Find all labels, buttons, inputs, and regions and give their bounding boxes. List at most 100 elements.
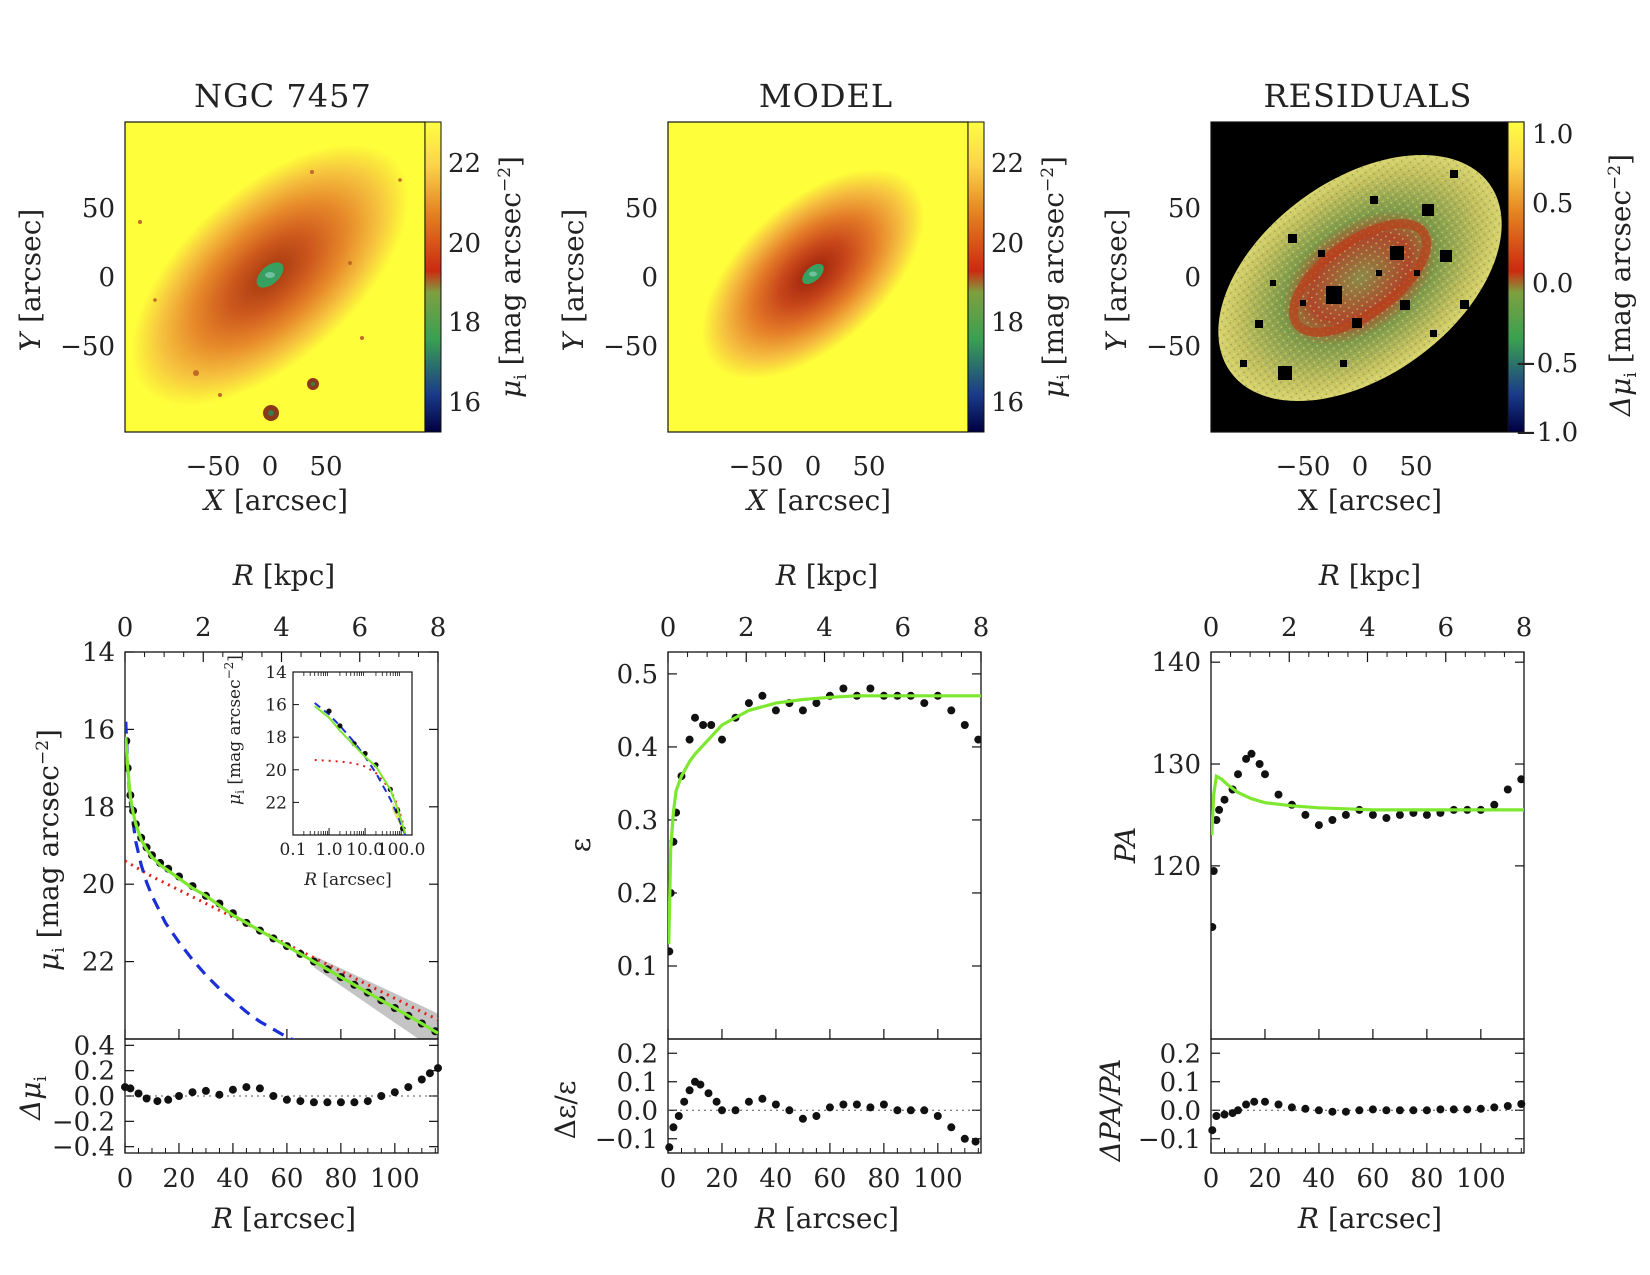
p3-res-point (1368, 1105, 1377, 1114)
p2-point (974, 735, 981, 744)
inset-line-dashed (314, 702, 407, 836)
p2-arc-tick-label: 60 (813, 1164, 846, 1194)
inset-point (326, 708, 332, 714)
p3-series-points (1211, 749, 1524, 931)
p2-kpc-tick-label: 8 (973, 613, 990, 643)
p2-ytick-label: 0.3 (617, 806, 658, 836)
p3-point (1314, 821, 1323, 830)
p3-res-point (1341, 1107, 1350, 1116)
p2-point (866, 684, 875, 693)
p1-res-point (336, 1098, 345, 1107)
p2-res-point (825, 1103, 834, 1112)
p2-main-frame (667, 651, 982, 1040)
p2-point (839, 684, 848, 693)
sb-uncertainty-band (313, 955, 438, 1039)
colorbar-2 (967, 121, 985, 433)
p2-point (691, 713, 699, 722)
p3-point (1341, 810, 1350, 819)
p2-arc-tick-label: 40 (759, 1164, 792, 1194)
p2-point (707, 721, 716, 729)
p1-res-ytick-label: −0.4 (52, 1133, 115, 1163)
img3-ytick-50: 50 (1168, 194, 1201, 224)
p2-point (685, 735, 694, 744)
p1-res-point (390, 1088, 399, 1097)
p3-arc-tick-label: 40 (1302, 1164, 1335, 1194)
p1-res-point (323, 1098, 332, 1107)
p2-res-point (744, 1097, 753, 1106)
p3-point (1517, 775, 1524, 784)
p3-top-label: R [kpc] (1318, 559, 1421, 592)
p2-res-point (920, 1106, 929, 1115)
p2-arc-tick-label: 100 (913, 1164, 963, 1194)
p3-res-point (1328, 1107, 1337, 1116)
p3-ytick-label: 140 (1151, 648, 1201, 678)
inset-xtick-label: 0.1 (279, 840, 306, 860)
cb3-tick-0: 0.0 (1532, 269, 1573, 299)
p3-res-point (1503, 1102, 1512, 1110)
p1-arc-tick-label: 60 (270, 1164, 303, 1194)
img2-xtick-50: 50 (852, 452, 885, 482)
p3-res-point (1436, 1105, 1445, 1114)
p3-bottom-label: R [arcsec] (1297, 1202, 1442, 1235)
cb1-label: μi [mag arcsec−2] (494, 156, 531, 398)
p3-res-point (1517, 1100, 1526, 1108)
p2-res-ytick-label: 0.1 (617, 1068, 658, 1098)
p2-point (718, 735, 726, 744)
p2-kpc-tick-label: 6 (894, 613, 911, 643)
img3-xtick-50: 50 (1399, 452, 1432, 482)
p3-main-frame (1210, 651, 1525, 1040)
cb1-tick-20: 20 (448, 229, 481, 259)
p1-bottom-label: R [arcsec] (211, 1202, 356, 1235)
p1-res-point (425, 1069, 434, 1078)
p1-res-point (434, 1064, 442, 1073)
p1-res-point (228, 1085, 237, 1094)
p3-res-point (1409, 1106, 1418, 1115)
p2-res-point (933, 1112, 942, 1120)
img2-xtick-neg50: −50 (729, 452, 784, 482)
p2-res-point (696, 1080, 705, 1089)
p2-ytick-label: 0.1 (617, 952, 658, 982)
p3-point (1382, 814, 1391, 822)
p1-kpc-tick-label: 2 (195, 613, 212, 643)
img2-ytick-0: 0 (641, 263, 658, 293)
p3-arc-tick-label: 20 (1248, 1164, 1281, 1194)
p3-res-point (1449, 1105, 1458, 1114)
cb2-label: μi [mag arcsec−2] (1037, 156, 1074, 398)
p1-res-point (404, 1083, 413, 1092)
inset-ytick-label: 14 (265, 663, 287, 683)
title-residuals: RESIDUALS (1264, 77, 1473, 115)
p1-res-point (309, 1098, 318, 1107)
p1-res-point (164, 1095, 173, 1104)
img2-ytick-neg50: −50 (603, 332, 658, 362)
inset-series-solid (314, 705, 407, 834)
inset-ytick-label: 22 (265, 793, 287, 813)
profile-panels: 0 2 4 6 80 20 40 60 80 10014161820220.40.20.0−0.2… (52, 613, 1532, 1194)
img3-ytick-neg50: −50 (1146, 332, 1201, 362)
sb-resid-ylabel: Δμi (14, 1076, 51, 1121)
p2-line-solid (668, 694, 981, 945)
cb3-tick-05: 0.5 (1532, 189, 1573, 219)
p2-arc-tick-label: 80 (867, 1164, 900, 1194)
p2-res-point (879, 1100, 888, 1109)
inset-xlabel: R [arcsec] (303, 870, 392, 890)
image-axes: 50 0 −50 −50 0 50 X [arcsec] Y[arcsec] 22… (14, 120, 1641, 517)
p1-top-label: R [kpc] (232, 559, 335, 592)
p3-point (1211, 923, 1217, 931)
inset-xtick-label: 100.0 (377, 840, 426, 860)
p2-res-point (712, 1097, 721, 1106)
inset-ylabel: μi [mag arcsec−2] (222, 655, 247, 805)
cb1-tick-16: 16 (448, 388, 481, 418)
p2-point (798, 706, 807, 715)
image-model (668, 122, 968, 432)
cb2-tick-20: 20 (991, 229, 1024, 259)
p1-kpc-tick-label: 8 (430, 613, 447, 643)
p1-res-ytick-label: −0.2 (52, 1107, 115, 1137)
p1-res-ytick-label: 0.4 (74, 1031, 115, 1061)
p2-point (812, 699, 821, 708)
p2-res-point (798, 1114, 807, 1123)
p3-res-point (1314, 1106, 1323, 1115)
cb2-tick-16: 16 (991, 388, 1024, 418)
p1-res-point (296, 1097, 305, 1106)
p1-res-series-points (121, 1064, 442, 1107)
inset-ytick-label: 16 (265, 696, 287, 716)
